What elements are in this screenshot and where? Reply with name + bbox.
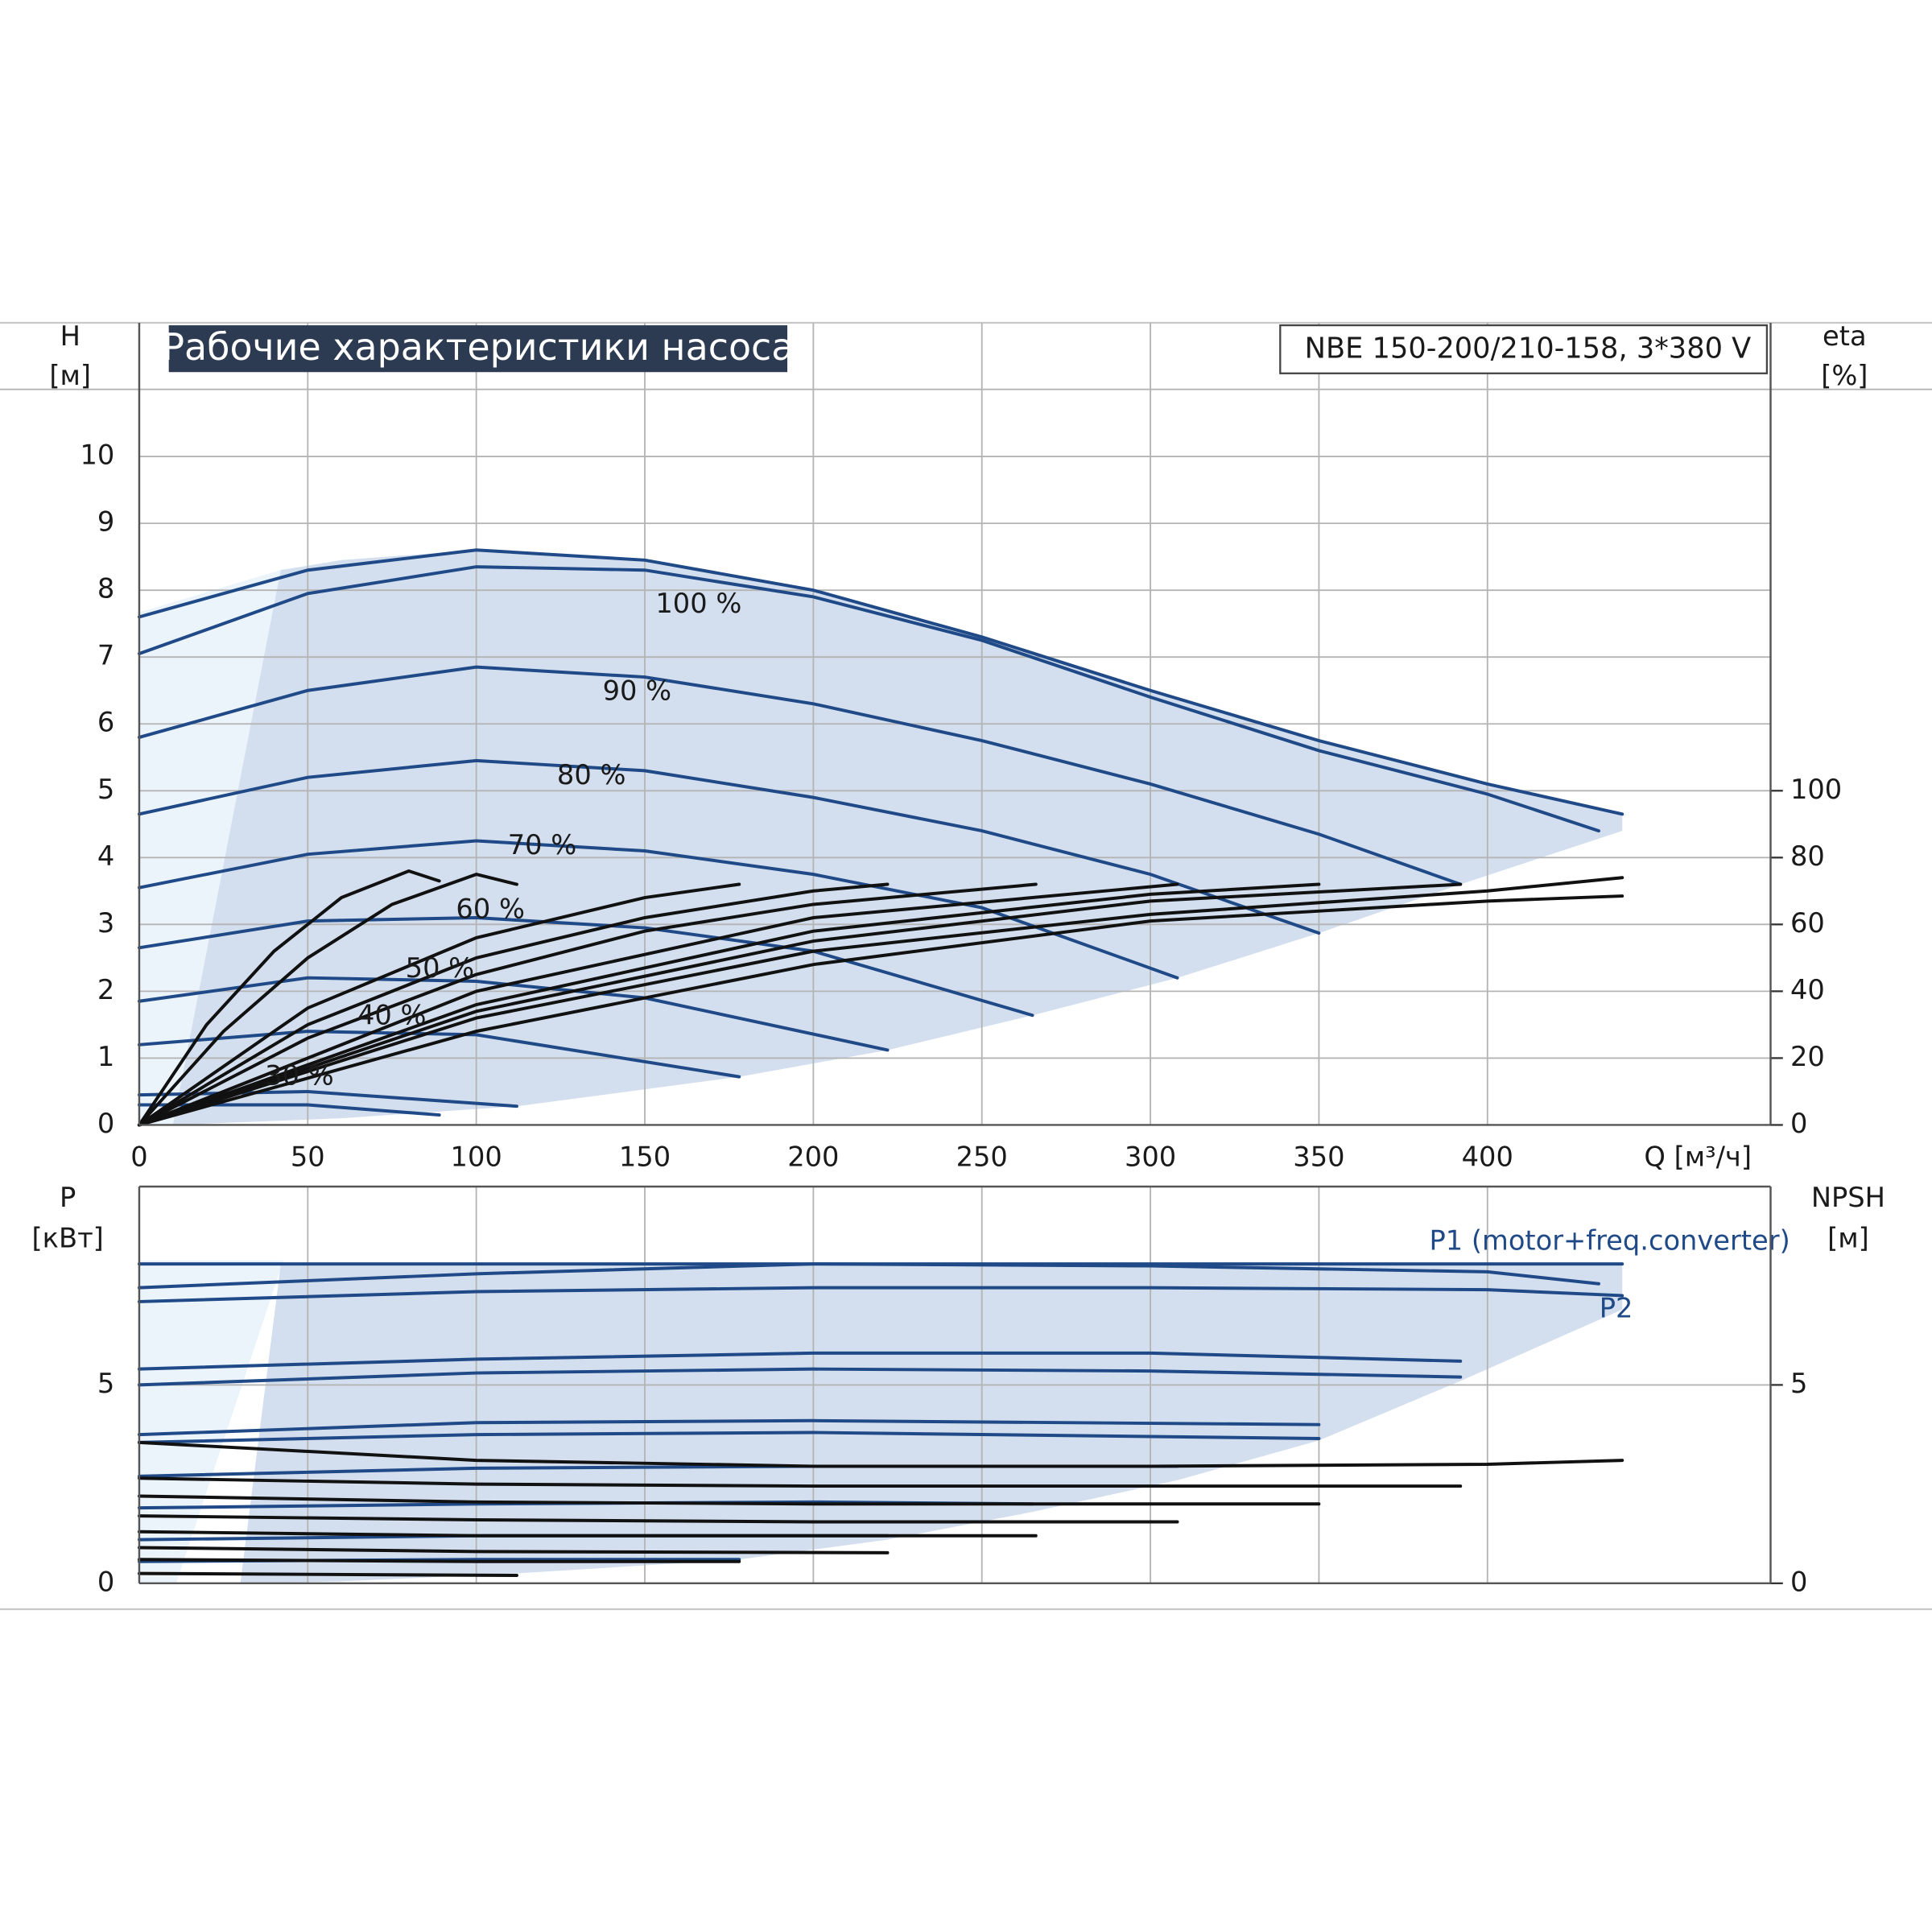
x-axis-title: Q [м³/ч] (1644, 1141, 1752, 1172)
curve (137, 1367, 1463, 1387)
y-tick-label: 0 (97, 1108, 114, 1139)
curve (137, 665, 1463, 886)
y2-axis-unit: [м] (1827, 1222, 1869, 1253)
y2-tick-label: 20 (1790, 1041, 1825, 1072)
y-tick-label: 7 (97, 640, 114, 671)
x-tick-label: 0 (130, 1141, 147, 1172)
y-axis-unit: [кВт] (32, 1222, 104, 1253)
x-tick-label: 100 (451, 1141, 502, 1172)
y-tick-label: 9 (97, 506, 114, 538)
y-axis-unit: [м] (49, 360, 91, 391)
curve (137, 869, 441, 1127)
curve (137, 882, 1463, 1127)
curve (137, 873, 518, 1127)
curve (137, 1571, 518, 1578)
y-tick-label: 0 (97, 1566, 114, 1597)
y-tick-label: 1 (97, 1041, 114, 1072)
y-tick-label: 10 (80, 440, 115, 471)
y-axis-title: P (60, 1182, 76, 1213)
title-box (168, 325, 788, 373)
curve (137, 882, 741, 1127)
curve (137, 1530, 1038, 1538)
plot-layer (0, 323, 1932, 1584)
curve-label: 30 % (265, 1059, 334, 1091)
curve (137, 1494, 1321, 1506)
x-tick-label: 400 (1462, 1141, 1513, 1172)
curve-label: 50 % (406, 952, 475, 984)
curve (137, 1430, 1321, 1444)
curve (137, 882, 890, 1127)
x-tick-label: 200 (787, 1141, 839, 1172)
y2-tick-label: 5 (1790, 1368, 1807, 1399)
y2-axis-title: eta (1823, 320, 1867, 352)
y-tick-label: 4 (97, 840, 114, 872)
curve (137, 882, 1038, 1127)
curve-label: 40 % (357, 999, 427, 1030)
light-region (138, 1260, 284, 1583)
curve (137, 1558, 741, 1563)
y2-tick-label: 60 (1790, 907, 1825, 939)
y2-axis-title: NPSH (1811, 1182, 1885, 1213)
model-box (1279, 324, 1769, 374)
curve (137, 1546, 890, 1554)
y2-tick-label: 40 (1790, 974, 1825, 1005)
curve-label: 90 % (603, 675, 672, 707)
curve (137, 548, 1624, 816)
y-tick-label: 6 (97, 707, 114, 738)
x-tick-label: 350 (1293, 1141, 1344, 1172)
curve-label: P1 (motor+freq.converter) (1430, 1224, 1790, 1256)
curve (137, 1476, 1463, 1488)
curve-label: 60 % (456, 894, 525, 925)
curve (137, 882, 1321, 1127)
y2-axis-unit: [%] (1821, 360, 1868, 391)
curve (137, 565, 1600, 833)
curve (137, 876, 1624, 1127)
curve (137, 894, 1624, 1127)
curve (137, 976, 890, 1052)
curve (137, 1030, 741, 1079)
y-tick-label: 5 (97, 774, 114, 805)
curve (137, 882, 1179, 1127)
curve (137, 1418, 1321, 1437)
model-label: NBE 150-200/210-158, 3*380 V (1305, 332, 1752, 365)
y2-tick-label: 100 (1790, 774, 1842, 805)
x-tick-label: 150 (619, 1141, 671, 1172)
curve (137, 1440, 1624, 1468)
x-tick-label: 300 (1125, 1141, 1176, 1172)
curve-label: 70 % (508, 829, 577, 861)
y-tick-label: 2 (97, 974, 114, 1005)
curve-label: P2 (1600, 1293, 1633, 1324)
curve (137, 839, 1179, 980)
y2-tick-label: 0 (1790, 1566, 1807, 1597)
y2-tick-label: 80 (1790, 840, 1825, 872)
curve (137, 1351, 1463, 1371)
curve (137, 1514, 1179, 1524)
curve (137, 1089, 518, 1108)
y-tick-label: 3 (97, 907, 114, 939)
curve (137, 758, 1321, 935)
curve (137, 916, 1034, 1018)
curve (137, 1262, 1600, 1290)
x-tick-label: 50 (291, 1141, 325, 1172)
y-tick-label: 5 (97, 1368, 114, 1399)
y-axis-title: H (60, 320, 80, 352)
y2-tick-label: 0 (1790, 1108, 1807, 1139)
chart-title: Рабочие характеристики насоса (162, 325, 794, 369)
operating-range (172, 550, 1623, 1125)
curve (137, 1286, 1624, 1303)
y-tick-label: 8 (97, 573, 114, 605)
x-tick-label: 250 (956, 1141, 1008, 1172)
curve-label: 80 % (557, 759, 626, 791)
curve-label: 100 % (655, 588, 741, 619)
